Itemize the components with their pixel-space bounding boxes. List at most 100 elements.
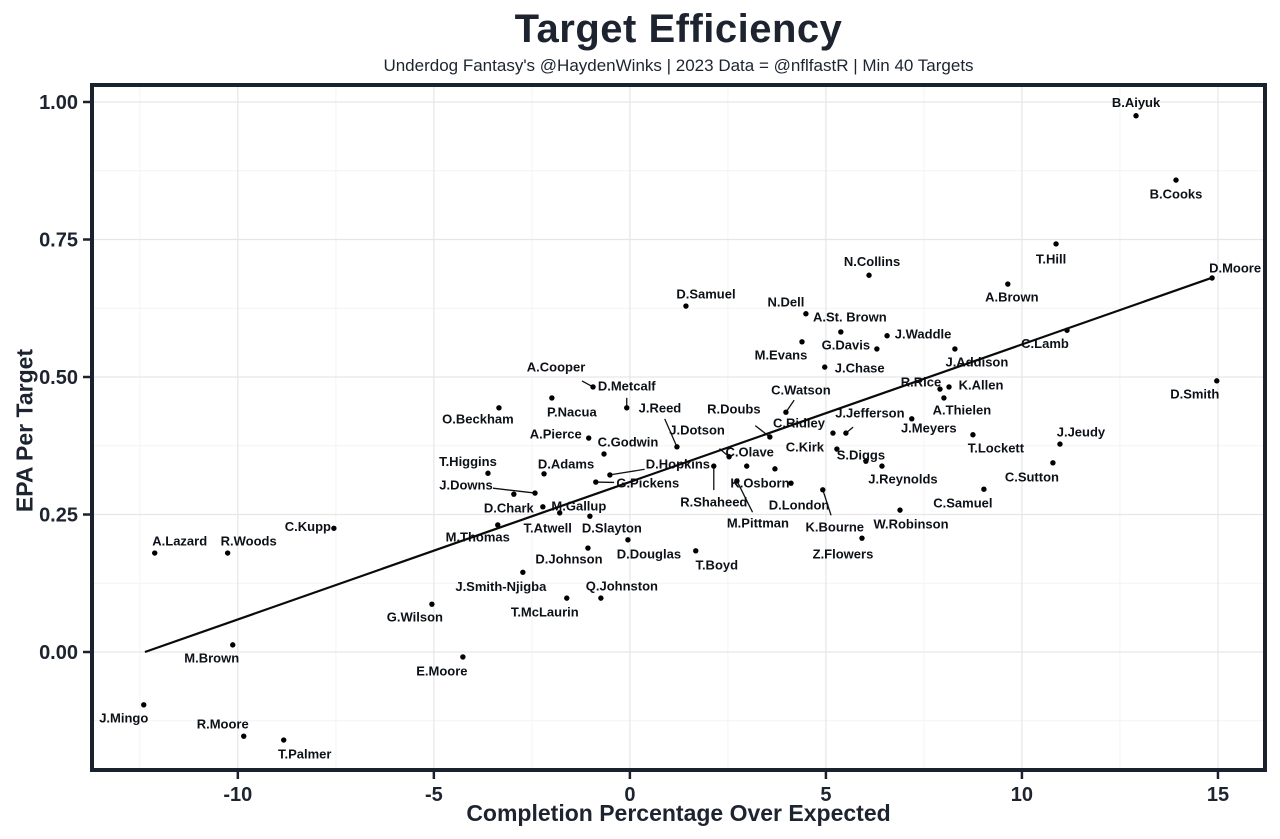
data-point (593, 479, 599, 485)
point-label: K.Osborn (730, 475, 789, 490)
data-point (767, 434, 773, 440)
point-label: J.Downs (439, 478, 492, 493)
point-label: D.Hopkins (646, 456, 710, 471)
label-leader-line (609, 468, 645, 476)
data-point (1173, 177, 1179, 183)
data-point (1214, 378, 1220, 384)
data-point (224, 550, 231, 556)
data-point (598, 595, 604, 601)
point-label: T.Palmer (278, 747, 331, 762)
label-leader-line (754, 425, 771, 438)
data-point (803, 311, 809, 317)
point-label: C.Samuel (933, 496, 992, 511)
point-label: P.Nacua (547, 404, 597, 419)
point-label: D.Adams (538, 456, 594, 471)
data-point (1133, 113, 1139, 119)
data-point (937, 386, 943, 392)
data-point (485, 470, 491, 476)
data-point (674, 444, 680, 450)
y-tick-label: 1.00 (39, 92, 78, 114)
data-point (460, 654, 466, 660)
x-tick-label: -10 (223, 784, 252, 806)
point-label: C.Watson (771, 383, 831, 398)
data-point (496, 405, 502, 411)
data-point (511, 491, 517, 497)
data-point (625, 537, 631, 543)
data-point (843, 430, 849, 436)
point-label: G.Wilson (387, 610, 443, 625)
data-point (241, 733, 247, 739)
point-label: D.Slayton (582, 521, 642, 536)
data-point (897, 507, 903, 513)
point-label: R.Rice (901, 375, 941, 390)
data-point (874, 346, 880, 352)
point-label: K.Bourne (806, 519, 865, 534)
x-tick-label: 15 (1207, 784, 1229, 806)
data-point (230, 642, 236, 648)
point-label: C.Olave (726, 445, 774, 460)
data-point (863, 458, 869, 464)
point-label: T.Boyd (695, 557, 738, 572)
point-label: D.Smith (1170, 386, 1219, 401)
data-point (1050, 460, 1056, 466)
point-label: M.Pittman (727, 515, 789, 530)
point-label: M.Evans (755, 347, 808, 362)
data-point (586, 435, 592, 441)
label-leader-line (664, 418, 678, 448)
x-axis-title: Completion Percentage Over Expected (466, 800, 891, 826)
data-point (520, 569, 526, 575)
y-tick-label: 0.25 (39, 505, 78, 527)
data-point (941, 395, 947, 401)
chart-title: Target Efficiency (514, 7, 843, 51)
data-point (281, 737, 287, 743)
point-label: G.Davis (822, 337, 870, 352)
point-label: W.Robinson (873, 517, 948, 532)
data-point (564, 595, 570, 601)
plot-panel (92, 85, 1265, 770)
point-label: J.Waddle (895, 326, 952, 341)
point-label: D.Metcalf (598, 378, 656, 393)
point-label: M.Gallup (551, 498, 606, 513)
data-point (783, 409, 789, 415)
point-label: A.Lazard (152, 534, 207, 549)
point-label: J.Jeudy (1057, 425, 1106, 440)
data-point (541, 471, 547, 477)
chart-header: Target Efficiency Underdog Fantasy's @Ha… (92, 8, 1265, 76)
point-label: C.Kirk (786, 440, 825, 455)
label-leader-line (822, 489, 832, 516)
point-label: D.Douglas (617, 546, 681, 561)
data-point (152, 550, 158, 556)
data-point (141, 702, 147, 708)
point-label: T.Lockett (968, 440, 1025, 455)
point-label: N.Dell (767, 294, 804, 309)
point-label: J.Dotson (669, 422, 725, 437)
point-label: G.Pickens (616, 476, 679, 491)
data-point (495, 522, 501, 528)
data-point (1005, 281, 1011, 287)
point-label: J.Reed (639, 400, 682, 415)
point-label: N.Collins (844, 254, 900, 269)
data-point (834, 446, 840, 452)
point-label: C.Kupp (285, 519, 331, 534)
data-point (866, 272, 872, 278)
point-label: D.Moore (1209, 261, 1261, 276)
data-point (838, 329, 844, 335)
point-label: T.McLaurin (511, 605, 579, 620)
point-label: C.Godwin (598, 435, 659, 450)
point-label: B.Cooks (1150, 187, 1203, 202)
data-point (532, 490, 538, 496)
label-leader-line (492, 487, 536, 494)
point-label: D.London (769, 498, 830, 513)
point-label: R.Doubs (707, 401, 760, 416)
data-point (549, 395, 555, 401)
data-point (587, 513, 593, 519)
chart-subtitle: Underdog Fantasy's @HaydenWinks | 2023 D… (383, 56, 974, 75)
y-tick-label: 0.75 (39, 230, 78, 252)
data-point (590, 384, 596, 390)
data-point (884, 333, 890, 339)
point-label: D.Samuel (676, 287, 735, 302)
point-label: M.Brown (184, 650, 239, 665)
plot-border (90, 83, 1267, 772)
